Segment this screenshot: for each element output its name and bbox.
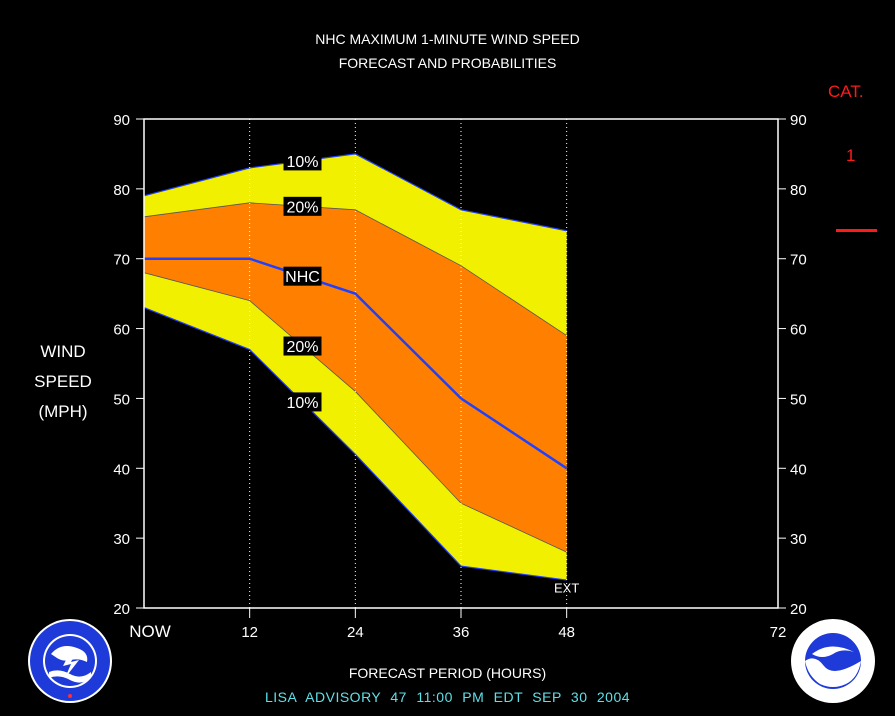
x-tick-label: 36 — [453, 624, 470, 641]
category-threshold-marker — [836, 229, 877, 232]
ext-label: EXT — [554, 581, 579, 596]
band-label-box — [283, 336, 322, 356]
band-label: NHC — [285, 269, 320, 286]
band-label: 20% — [286, 199, 318, 216]
y-tick-label-left: 80 — [113, 182, 130, 199]
noaa-logo-icon — [791, 619, 875, 703]
y-tick-label-right: 70 — [790, 252, 807, 269]
x-tick-label: NOW — [129, 622, 171, 641]
upper-10-percent-line — [143, 153, 567, 232]
x-axis-label: FORECAST PERIOD (HOURS) — [348, 665, 547, 681]
y-tick-label-right: 80 — [790, 182, 807, 199]
y-tick-label-left: 60 — [113, 322, 130, 339]
nws-logo-icon — [28, 619, 112, 703]
band-label: 10% — [286, 154, 318, 171]
band-label-box — [283, 196, 322, 216]
chart-subtitle: FORECAST AND PROBABILITIES — [338, 55, 557, 71]
y-axis-label-line: (MPH) — [38, 402, 88, 421]
y-tick-label-left: 70 — [113, 252, 130, 269]
nhc-forecast-line — [144, 257, 568, 470]
y-axis-label-line: SPEED — [34, 372, 92, 391]
y-tick-label-left: 40 — [113, 461, 130, 478]
band-label: 20% — [286, 339, 318, 356]
y-tick-label-right: 50 — [790, 391, 807, 408]
y-axis-label: WIND SPEED (MPH) — [18, 337, 108, 427]
y-tick-label-left: 30 — [113, 531, 130, 548]
x-tick-label: 48 — [558, 624, 575, 641]
y-tick-label-left: 90 — [113, 112, 130, 129]
inner-probability-band — [144, 202, 567, 553]
y-tick-label-right: 90 — [790, 112, 807, 129]
lower-10-percent-line — [143, 307, 567, 581]
x-tick-label: 24 — [347, 624, 364, 641]
band-label: 10% — [286, 395, 318, 412]
x-tick-label: 12 — [241, 624, 258, 641]
band-label-box — [283, 392, 322, 412]
y-tick-label-right: 60 — [790, 322, 807, 339]
x-tick-label: 72 — [770, 624, 787, 641]
band-label-box — [283, 266, 322, 286]
category-1-label: 1 — [846, 146, 856, 165]
y-axis-label-line: WIND — [40, 342, 86, 361]
advisory-info: LISA ADVISORY 47 11:00 PM EDT SEP 30 200… — [264, 689, 631, 705]
y-tick-label-right: 40 — [790, 461, 807, 478]
y-tick-label-left: 20 — [113, 601, 130, 618]
y-tick-label-left: 50 — [113, 391, 130, 408]
band-label-box — [283, 151, 322, 171]
chart-title: NHC MAXIMUM 1-MINUTE WIND SPEED — [315, 31, 580, 47]
category-label: CAT. — [828, 82, 864, 101]
y-tick-label-right: 30 — [790, 531, 807, 548]
y-tick-label-right: 20 — [790, 601, 807, 618]
upper-20-percent-line — [143, 202, 567, 336]
